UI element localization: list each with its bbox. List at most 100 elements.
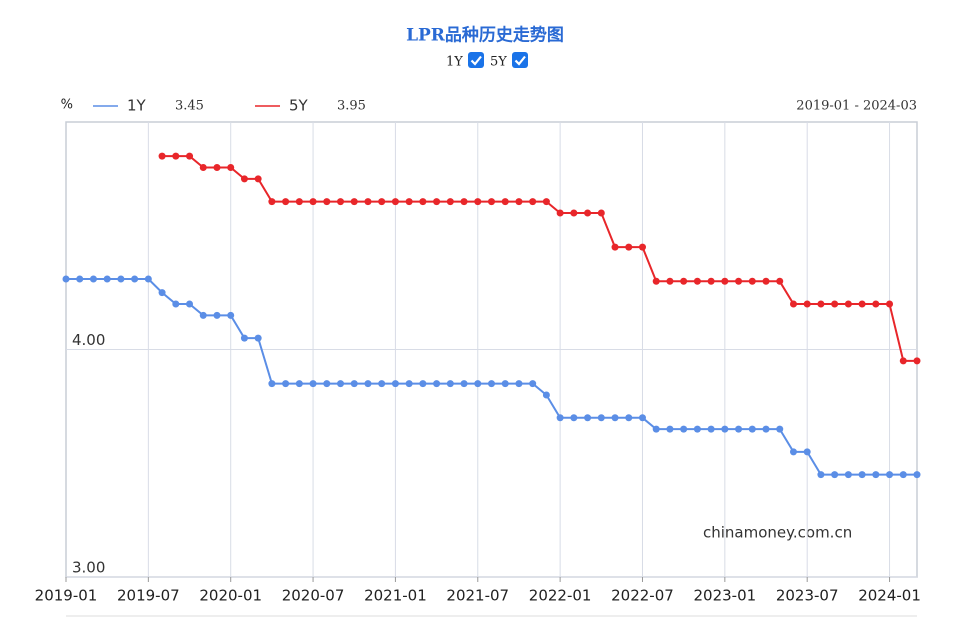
- data-point: [638, 414, 646, 422]
- data-point: [831, 471, 839, 479]
- data-point: [789, 448, 797, 456]
- data-point: [240, 175, 248, 183]
- x-tick-label: 2020-07: [282, 587, 345, 605]
- data-point: [364, 380, 372, 388]
- checkbox-box: [512, 52, 528, 68]
- data-point: [803, 448, 811, 456]
- x-tick-label: 2019-07: [117, 587, 180, 605]
- data-point: [584, 414, 592, 422]
- data-point: [323, 380, 331, 388]
- legend-latest: 3.45: [175, 99, 204, 114]
- data-point: [556, 209, 564, 217]
- data-point: [446, 198, 454, 206]
- data-point: [323, 198, 331, 206]
- data-point: [515, 198, 523, 206]
- data-point: [611, 414, 619, 422]
- data-point: [282, 380, 290, 388]
- data-point: [391, 380, 399, 388]
- data-point: [844, 471, 852, 479]
- data-point: [282, 198, 290, 206]
- data-point: [295, 198, 303, 206]
- data-point: [186, 152, 194, 160]
- legend-label: 5Y: [289, 97, 309, 115]
- data-point: [886, 471, 894, 479]
- data-point: [789, 300, 797, 308]
- data-point: [337, 380, 345, 388]
- data-point: [570, 209, 578, 217]
- data-point: [638, 243, 646, 251]
- data-point: [707, 277, 715, 285]
- data-point: [542, 391, 550, 399]
- data-point: [556, 414, 564, 422]
- data-point: [309, 380, 317, 388]
- toggle-checkbox[interactable]: [512, 52, 528, 68]
- data-point: [446, 380, 454, 388]
- data-point: [803, 300, 811, 308]
- data-point: [666, 425, 674, 433]
- data-point: [625, 243, 633, 251]
- data-point: [474, 198, 482, 206]
- data-point: [227, 164, 235, 171]
- data-point: [501, 198, 509, 206]
- data-point: [474, 380, 482, 388]
- watermark: chinamoney.com.cn: [703, 524, 852, 542]
- data-point: [309, 198, 317, 206]
- data-point: [131, 275, 139, 283]
- toggle-label: 5Y: [490, 55, 507, 70]
- data-point: [213, 164, 221, 171]
- data-point: [158, 289, 166, 297]
- x-tick-label: 2020-01: [199, 587, 262, 605]
- series-line: [66, 278, 917, 476]
- data-point: [817, 300, 825, 308]
- chart-title: LPR品种历史走势图: [406, 25, 564, 46]
- y-tick-label: 3.00: [72, 559, 105, 577]
- data-point: [488, 380, 495, 388]
- data-point: [748, 277, 756, 285]
- x-tick-label: 2024-01: [858, 587, 921, 605]
- data-point: [419, 198, 427, 206]
- data-point: [611, 243, 619, 251]
- data-point: [529, 380, 537, 388]
- data-point: [858, 471, 866, 479]
- series-line: [162, 155, 917, 362]
- data-point: [144, 275, 152, 283]
- data-point: [762, 425, 770, 433]
- data-point: [721, 425, 729, 433]
- data-point: [735, 277, 743, 285]
- data-point: [693, 277, 701, 285]
- toggle-checkbox[interactable]: [468, 52, 484, 68]
- data-point: [625, 414, 633, 422]
- data-point: [872, 471, 880, 479]
- x-tick-label: 2023-07: [776, 587, 839, 605]
- data-point: [652, 425, 660, 433]
- checkbox-check: [514, 55, 526, 66]
- data-point: [227, 311, 235, 319]
- data-point: [240, 334, 248, 342]
- data-point: [597, 209, 605, 217]
- toggle-label: 1Y: [446, 55, 463, 70]
- data-point: [748, 425, 756, 433]
- data-point: [364, 198, 372, 206]
- x-tick-label: 2022-07: [611, 587, 674, 605]
- data-point: [899, 471, 907, 479]
- checkbox-check: [470, 55, 482, 66]
- checkbox-box: [468, 52, 484, 68]
- data-point: [433, 380, 441, 388]
- x-tick-label: 2021-07: [446, 587, 509, 605]
- data-point: [844, 300, 852, 308]
- data-point: [89, 275, 97, 283]
- data-point: [913, 357, 921, 365]
- x-tick-label: 2023-01: [693, 587, 756, 605]
- data-point: [666, 277, 674, 285]
- data-point: [158, 152, 166, 160]
- data-point: [776, 425, 784, 433]
- data-point: [488, 198, 495, 206]
- data-point: [405, 380, 413, 388]
- y-tick-label: 4.00: [72, 331, 105, 349]
- data-point: [103, 275, 111, 283]
- data-point: [268, 380, 276, 388]
- data-point: [378, 380, 386, 388]
- data-point: [913, 471, 921, 479]
- x-tick-label: 2022-01: [529, 587, 592, 605]
